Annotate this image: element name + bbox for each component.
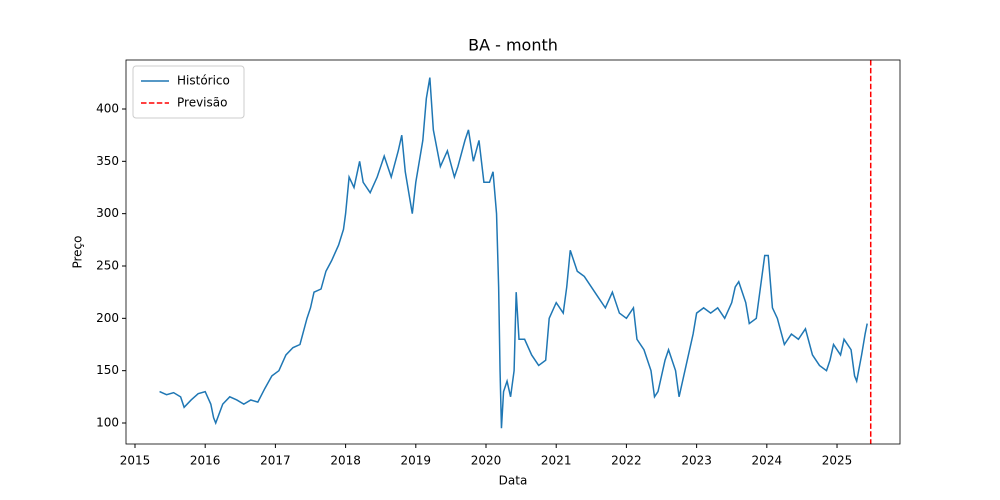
- x-tick-label: 2021: [541, 454, 572, 468]
- legend-label: Histórico: [177, 74, 230, 88]
- chart-title: BA - month: [468, 36, 558, 55]
- x-tick-label: 2019: [401, 454, 432, 468]
- y-tick-label: 350: [96, 154, 119, 168]
- y-tick-label: 150: [96, 363, 119, 377]
- x-tick-label: 2022: [611, 454, 642, 468]
- plot-frame: [125, 59, 901, 445]
- y-tick-label: 250: [96, 258, 119, 272]
- x-tick-label: 2025: [822, 454, 853, 468]
- legend-label: Previsão: [177, 96, 227, 110]
- x-tick-label: 2024: [752, 454, 783, 468]
- x-tick-label: 2016: [190, 454, 221, 468]
- y-axis-label: Preço: [71, 235, 85, 268]
- y-tick-label: 400: [96, 101, 119, 115]
- x-tick-label: 2020: [471, 454, 502, 468]
- y-tick-label: 100: [96, 416, 119, 430]
- x-tick-label: 2017: [260, 454, 291, 468]
- x-tick-label: 2015: [120, 454, 151, 468]
- x-tick-label: 2023: [681, 454, 712, 468]
- legend-box: [132, 65, 245, 119]
- line-series: [159, 77, 868, 429]
- y-tick-label: 200: [96, 311, 119, 325]
- y-tick-label: 300: [96, 206, 119, 220]
- x-axis-label: Data: [499, 474, 528, 488]
- x-tick-label: 2018: [330, 454, 361, 468]
